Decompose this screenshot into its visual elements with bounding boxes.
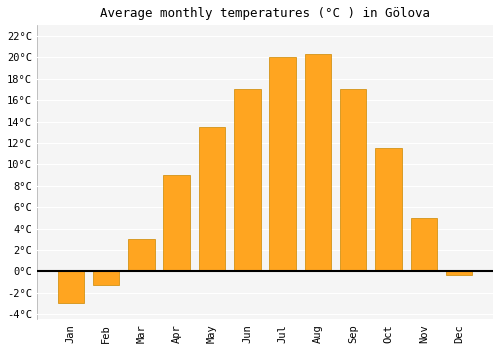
Bar [58, 271, 84, 303]
Bar [270, 57, 296, 271]
Bar [198, 127, 225, 271]
Bar [375, 148, 402, 271]
Bar [234, 90, 260, 271]
Title: Average monthly temperatures (°C ) in Gölova: Average monthly temperatures (°C ) in Gö… [100, 7, 430, 20]
Bar [340, 90, 366, 271]
Bar [410, 218, 437, 271]
Bar [446, 271, 472, 274]
Bar [164, 175, 190, 271]
Bar [128, 239, 154, 271]
Bar [304, 54, 331, 271]
Bar [93, 271, 120, 285]
